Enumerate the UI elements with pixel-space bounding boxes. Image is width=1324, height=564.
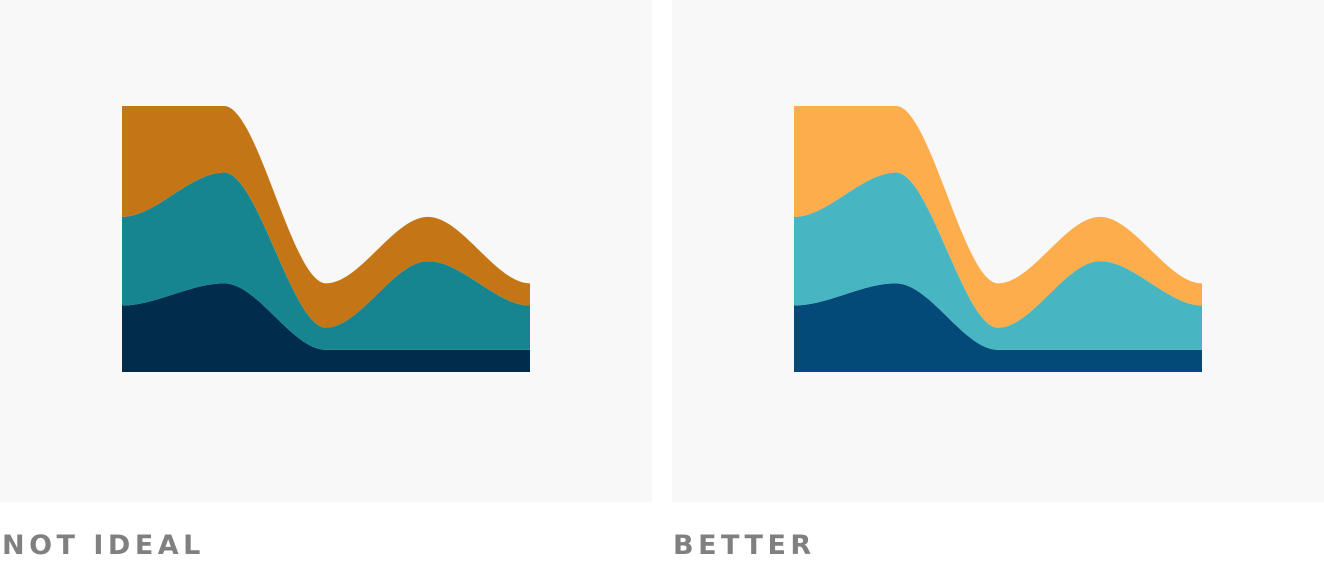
caption-not-ideal: NOT IDEAL xyxy=(2,530,205,561)
area-layer-top xyxy=(794,106,1202,328)
chart-panel-not-ideal xyxy=(0,0,652,502)
area-layer-top xyxy=(122,106,530,328)
chart-panel-better xyxy=(672,0,1324,502)
area-layer-middle xyxy=(794,172,1202,350)
area-layer-base xyxy=(122,283,530,372)
area-layer-middle xyxy=(122,172,530,350)
stacked-area-chart-not-ideal xyxy=(122,106,530,372)
caption-better: BETTER xyxy=(673,530,816,561)
stacked-area-chart-better xyxy=(794,106,1202,372)
area-layer-base xyxy=(794,283,1202,372)
